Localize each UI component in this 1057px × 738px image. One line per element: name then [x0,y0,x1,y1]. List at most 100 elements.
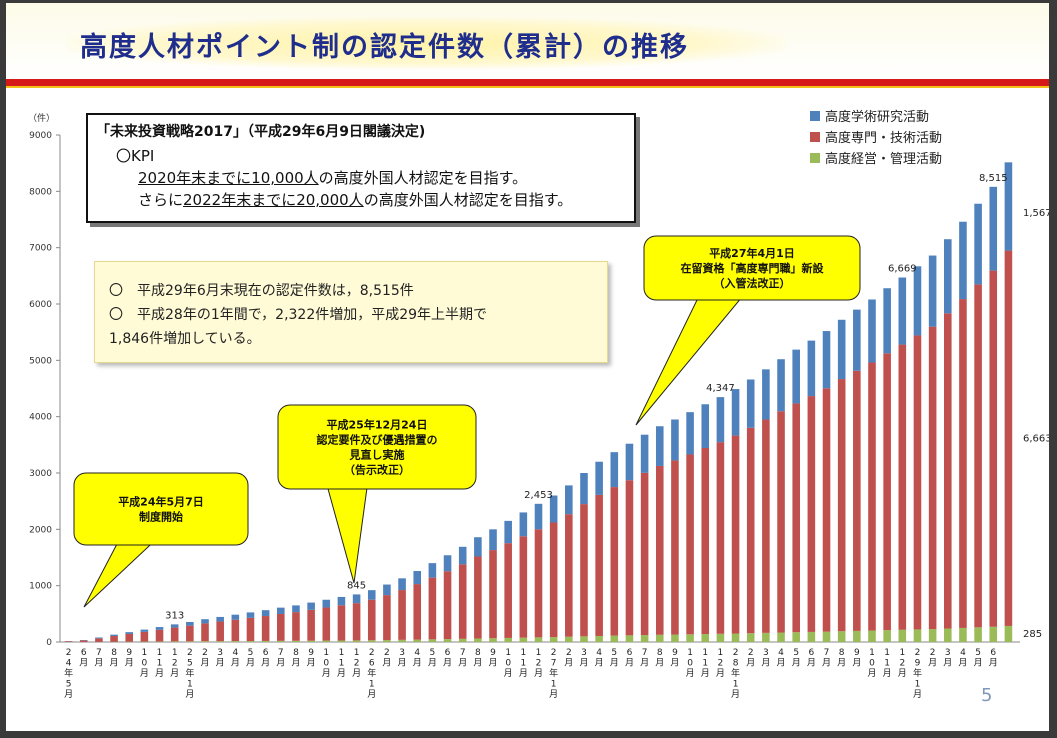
bar-management [898,629,907,642]
bar-academic [337,596,346,606]
bar-academic [746,379,755,428]
bar-professional [458,564,467,639]
y-tick-label: 8000 [29,187,52,197]
bar-management [170,641,179,642]
bar-management [974,627,982,642]
callout-body [73,472,249,546]
callout-body [277,404,477,490]
bar-professional [731,435,740,634]
bar-professional [640,472,649,636]
bar-professional [352,603,361,641]
callout-text: 在留資格「高度専門職」新設 [681,261,825,275]
final-segment-label: 6,663 [1023,433,1049,444]
kpi-box: 「未来投資戦略2017」（平成29年6月9日閣議決定) 〇KPI 2020年末ま… [86,113,636,223]
bar-academic [580,473,588,505]
bar-management [549,637,558,642]
bar-professional [337,605,346,641]
bar-management [944,628,952,642]
bar-professional [762,419,770,633]
bar-management [671,634,679,642]
bar-management [519,637,528,642]
bar-management [686,634,694,642]
bar-professional [474,556,482,639]
title-rule [6,79,1049,88]
bar-professional [292,612,300,641]
bar-professional [792,403,800,633]
bar-professional [746,427,755,634]
total-data-label: 8,515 [979,173,1008,184]
bar-professional [837,379,846,632]
bar-professional [140,631,149,642]
total-data-label: 4,347 [706,383,735,394]
bar-academic [277,607,285,614]
bar-management [853,630,861,642]
bar-academic [549,495,558,523]
y-tick-label: 2000 [29,525,52,535]
total-data-label: 845 [347,580,366,591]
bar-academic [322,599,331,608]
bar-academic [792,349,800,404]
y-tick-label: 3000 [29,469,52,479]
legend-label: 高度学術研究活動 [825,109,929,125]
bar-professional [261,616,270,641]
bar-professional [944,313,952,629]
bar-professional [216,621,224,642]
bar-management [792,632,800,642]
status-line-1: 〇 平成29年6月末現在の認定件数は，8,515件 [109,283,414,299]
title-band: 高度人材ポイント制の認定件数（累計）の推移 [6,3,1049,79]
bar-professional [716,442,725,634]
y-tick-label: 9000 [29,131,52,141]
bar-academic [110,634,118,637]
bar-professional [383,595,391,641]
bar-academic [201,619,209,624]
y-unit-label: （件） [28,112,55,124]
status-box: 〇 平成29年6月末現在の認定件数は，8,515件 〇 平成28年の1年間で，2… [94,261,608,363]
bar-professional [367,599,376,641]
bar-management [155,641,164,642]
bar-management [443,639,452,642]
bar-professional [883,353,891,631]
bar-management [716,633,725,642]
bar-academic [625,443,634,481]
bar-academic [383,584,391,596]
bar-professional [428,577,437,640]
bar-academic [261,610,270,617]
callout-pointer [635,297,743,426]
chart: （件） 0 1000 2000 3000 4000 5000 6000 7000 8000 9000… [28,109,1049,700]
bar-academic [155,627,164,630]
legend-swatch [810,132,820,142]
bar-management [565,636,573,642]
bar-academic [534,503,543,530]
bar-academic [367,590,376,600]
bar-management [504,637,512,642]
bar-management [367,640,376,642]
bar-professional [595,494,603,636]
legend-label: 高度経営・管理活動 [825,151,942,167]
title-glow [66,17,786,69]
bar-professional [868,362,876,631]
bar-management [580,636,588,642]
bar-professional [549,522,558,638]
